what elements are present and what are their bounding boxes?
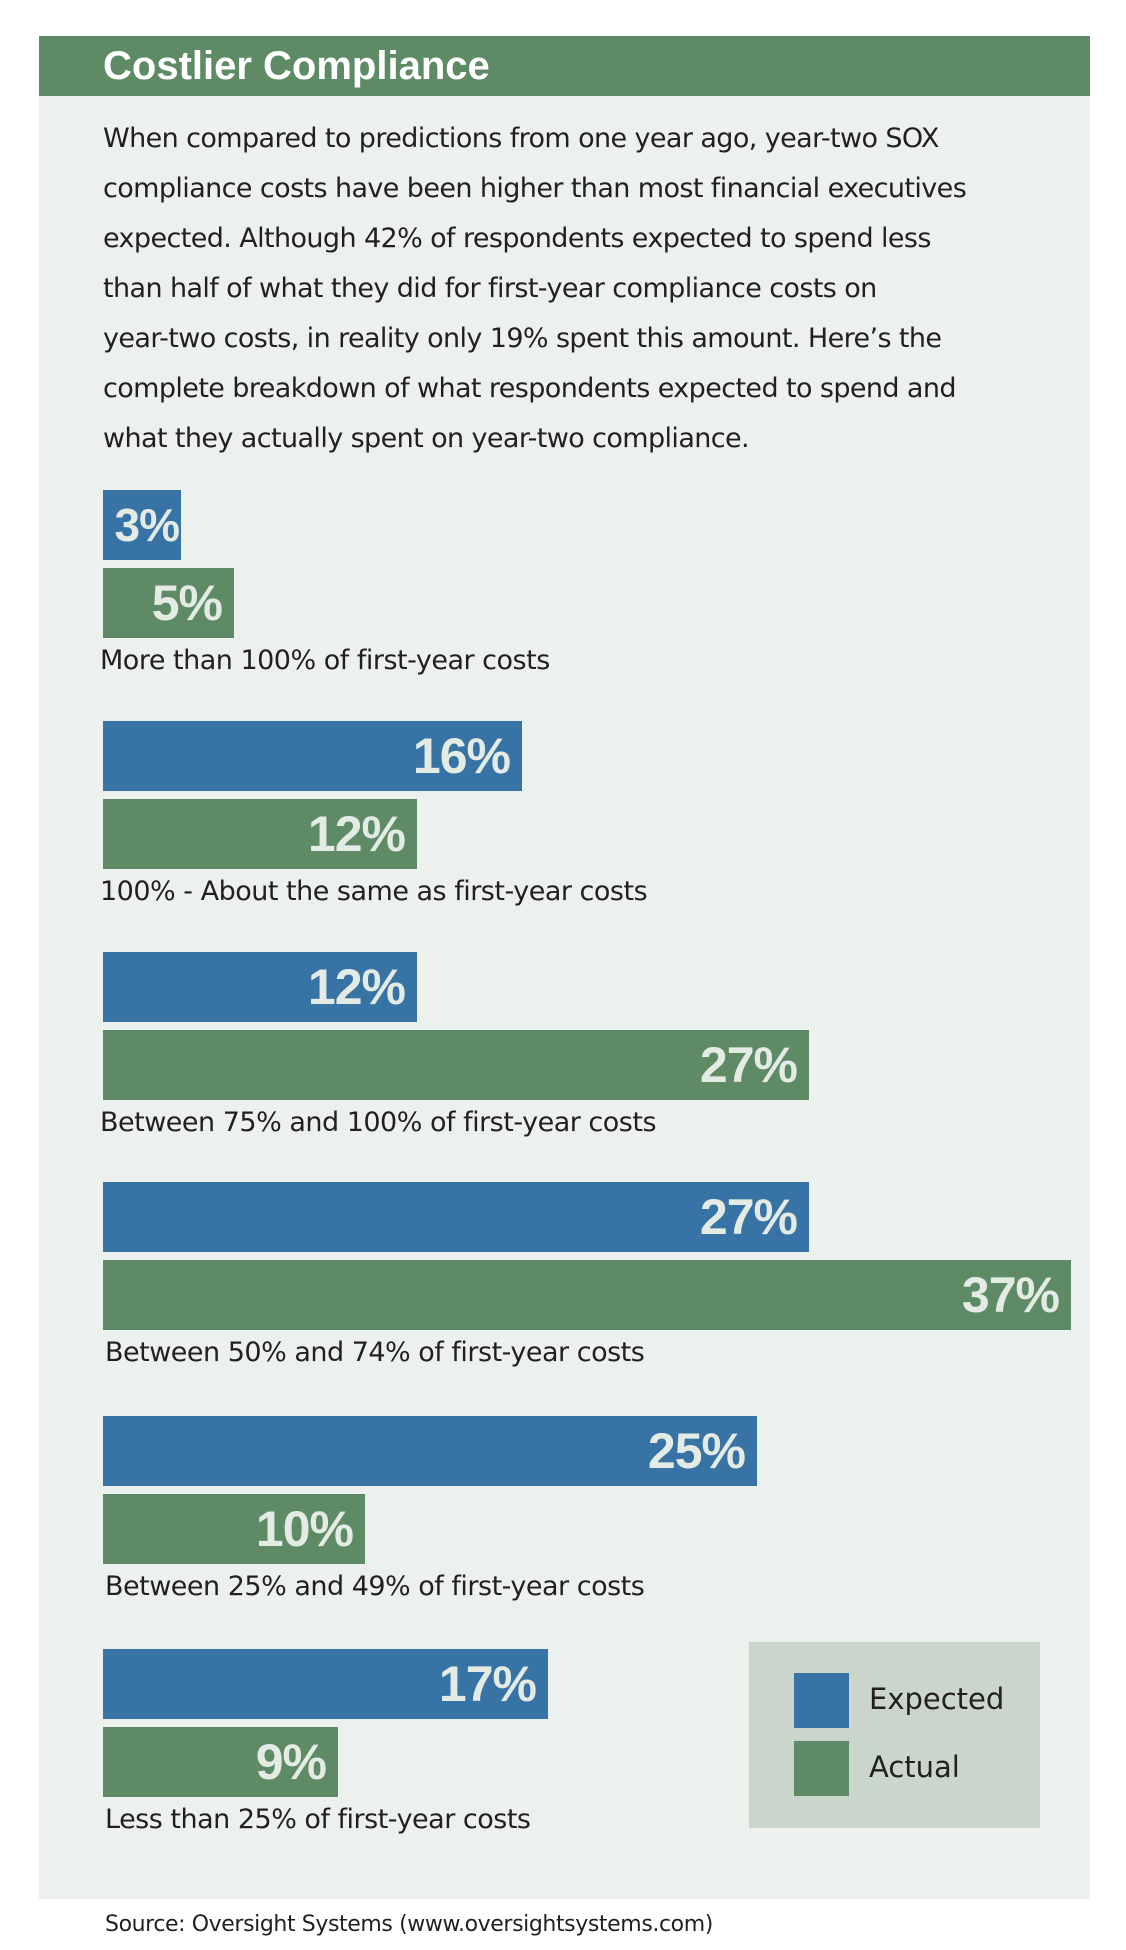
legend-swatch-expected <box>794 1673 849 1728</box>
bar-value-label: 37% <box>961 1267 1060 1323</box>
intro-paragraph: When compared to predictions from one ye… <box>103 114 967 464</box>
chart-title: Costlier Compliance <box>103 44 490 88</box>
intro-line: what they actually spent on year-two com… <box>103 423 750 454</box>
intro-line: than half of what they did for first-yea… <box>103 273 877 304</box>
bar-value-label: 16% <box>412 728 511 784</box>
legend-label-expected: Expected <box>869 1682 1005 1716</box>
bar-expected: 3% <box>103 490 181 560</box>
bar-value-label: 5% <box>151 575 223 631</box>
legend-label-actual: Actual <box>869 1750 960 1784</box>
bar-value-label: 12% <box>307 959 406 1015</box>
legend: Expected Actual <box>749 1642 1040 1828</box>
bar-value-label: 12% <box>307 806 406 862</box>
bar-value-label: 10% <box>255 1501 354 1557</box>
bar-expected: 16% <box>103 721 522 791</box>
bar-value-label: 27% <box>699 1189 798 1245</box>
bar-value-label: 3% <box>114 499 180 551</box>
bar-expected: 27% <box>103 1182 809 1252</box>
legend-swatch-actual <box>794 1741 849 1796</box>
bar-value-label: 17% <box>438 1656 537 1712</box>
bar-value-label: 27% <box>699 1037 798 1093</box>
bar-actual: 9% <box>103 1727 338 1797</box>
bar-actual: 10% <box>103 1494 365 1564</box>
intro-line: complete breakdown of what respondents e… <box>103 373 957 404</box>
bar-actual: 5% <box>103 568 234 638</box>
bar-expected: 17% <box>103 1649 548 1719</box>
source-note: Source: Oversight Systems (www.oversight… <box>105 1912 713 1937</box>
bar-actual: 37% <box>103 1260 1071 1330</box>
bar-value-label: 25% <box>647 1423 746 1479</box>
bar-value-label: 9% <box>255 1734 327 1790</box>
header-bar <box>39 36 1090 96</box>
intro-line: expected. Although 42% of respondents ex… <box>103 223 931 254</box>
bar-expected: 12% <box>103 952 417 1022</box>
bar-expected: 25% <box>103 1416 757 1486</box>
intro-line: year-two costs, in reality only 19% spen… <box>103 323 942 354</box>
bar-actual: 12% <box>103 799 417 869</box>
intro-line: When compared to predictions from one ye… <box>103 123 939 154</box>
bar-actual: 27% <box>103 1030 809 1100</box>
intro-line: compliance costs have been higher than m… <box>103 173 967 204</box>
